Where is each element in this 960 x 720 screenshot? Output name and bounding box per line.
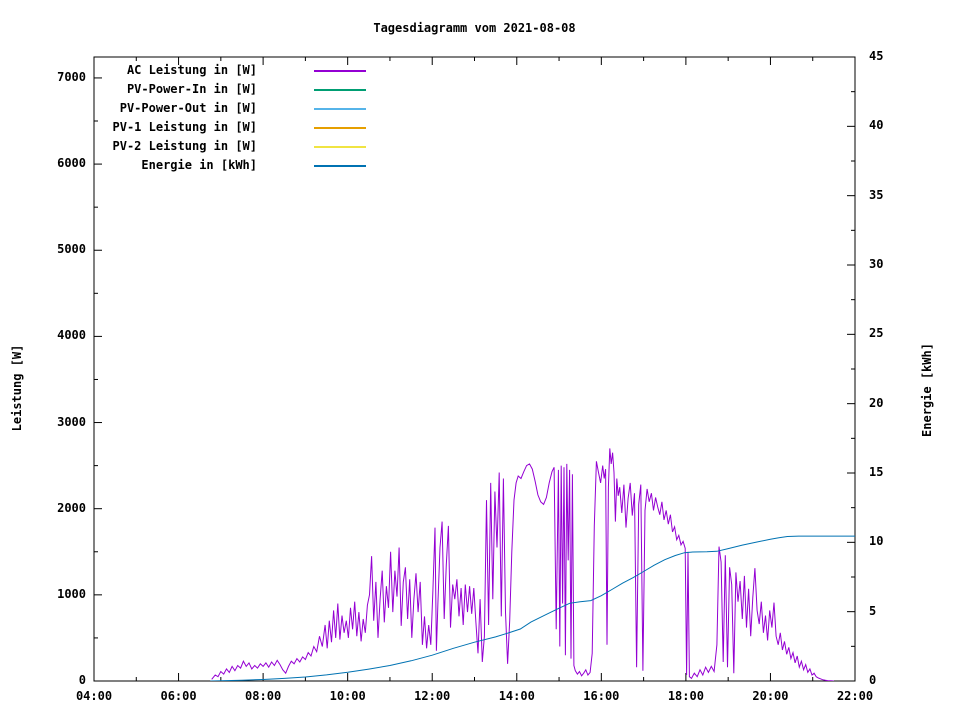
y-axis-label-right: Energie [kWh] (920, 343, 934, 437)
y-left-tick-label: 1000 (57, 586, 86, 601)
x-tick-label: 10:00 (329, 689, 366, 703)
legend-label: PV-1 Leistung in [W] (112, 120, 258, 134)
y-right-tick-label: 0 (869, 673, 877, 687)
legend-label: PV-2 Leistung in [W] (112, 139, 258, 153)
x-tick-label: 14:00 (498, 689, 535, 703)
y-left-tick-label: 0 (78, 673, 86, 687)
y-left-tick-label: 5000 (57, 242, 86, 257)
x-tick-label: 18:00 (667, 689, 704, 703)
y-right-tick-label: 40 (869, 118, 884, 133)
series-ac-leistung-in-w- (211, 448, 834, 681)
y-right-tick-label: 5 (869, 603, 877, 618)
x-tick-label: 08:00 (245, 689, 282, 703)
legend-label: PV-Power-In in [W] (126, 82, 257, 96)
y-right-tick-label: 45 (869, 49, 884, 63)
legend-label: Energie in [kWh] (141, 158, 257, 172)
x-tick-label: 16:00 (583, 689, 620, 703)
y-left-tick-label: 6000 (57, 156, 86, 171)
y-right-tick-label: 25 (869, 326, 884, 341)
x-tick-label: 12:00 (414, 689, 451, 703)
y-left-tick-label: 4000 (57, 328, 86, 343)
y-left-tick-label: 7000 (57, 69, 86, 84)
x-tick-label: 20:00 (752, 689, 789, 703)
legend-label: AC Leistung in [W] (126, 63, 257, 77)
y-right-tick-label: 35 (869, 187, 884, 202)
y-axis-label-left: Leistung [W] (10, 344, 24, 432)
y-right-tick-label: 30 (869, 257, 884, 271)
series-energie-in-kwh- (210, 535, 855, 681)
y-right-tick-label: 20 (869, 395, 884, 410)
x-tick-label: 06:00 (160, 689, 197, 703)
y-left-tick-label: 2000 (57, 500, 86, 515)
y-right-tick-label: 15 (869, 465, 884, 479)
x-tick-label: 22:00 (836, 689, 874, 703)
legend-label: PV-Power-Out in [W] (119, 101, 257, 115)
x-tick-label: 04:00 (75, 689, 113, 703)
y-right-tick-label: 10 (869, 534, 884, 549)
y-left-tick-label: 3000 (57, 414, 86, 429)
chart-title: Tagesdiagramm vom 2021-08-08 (373, 21, 576, 35)
